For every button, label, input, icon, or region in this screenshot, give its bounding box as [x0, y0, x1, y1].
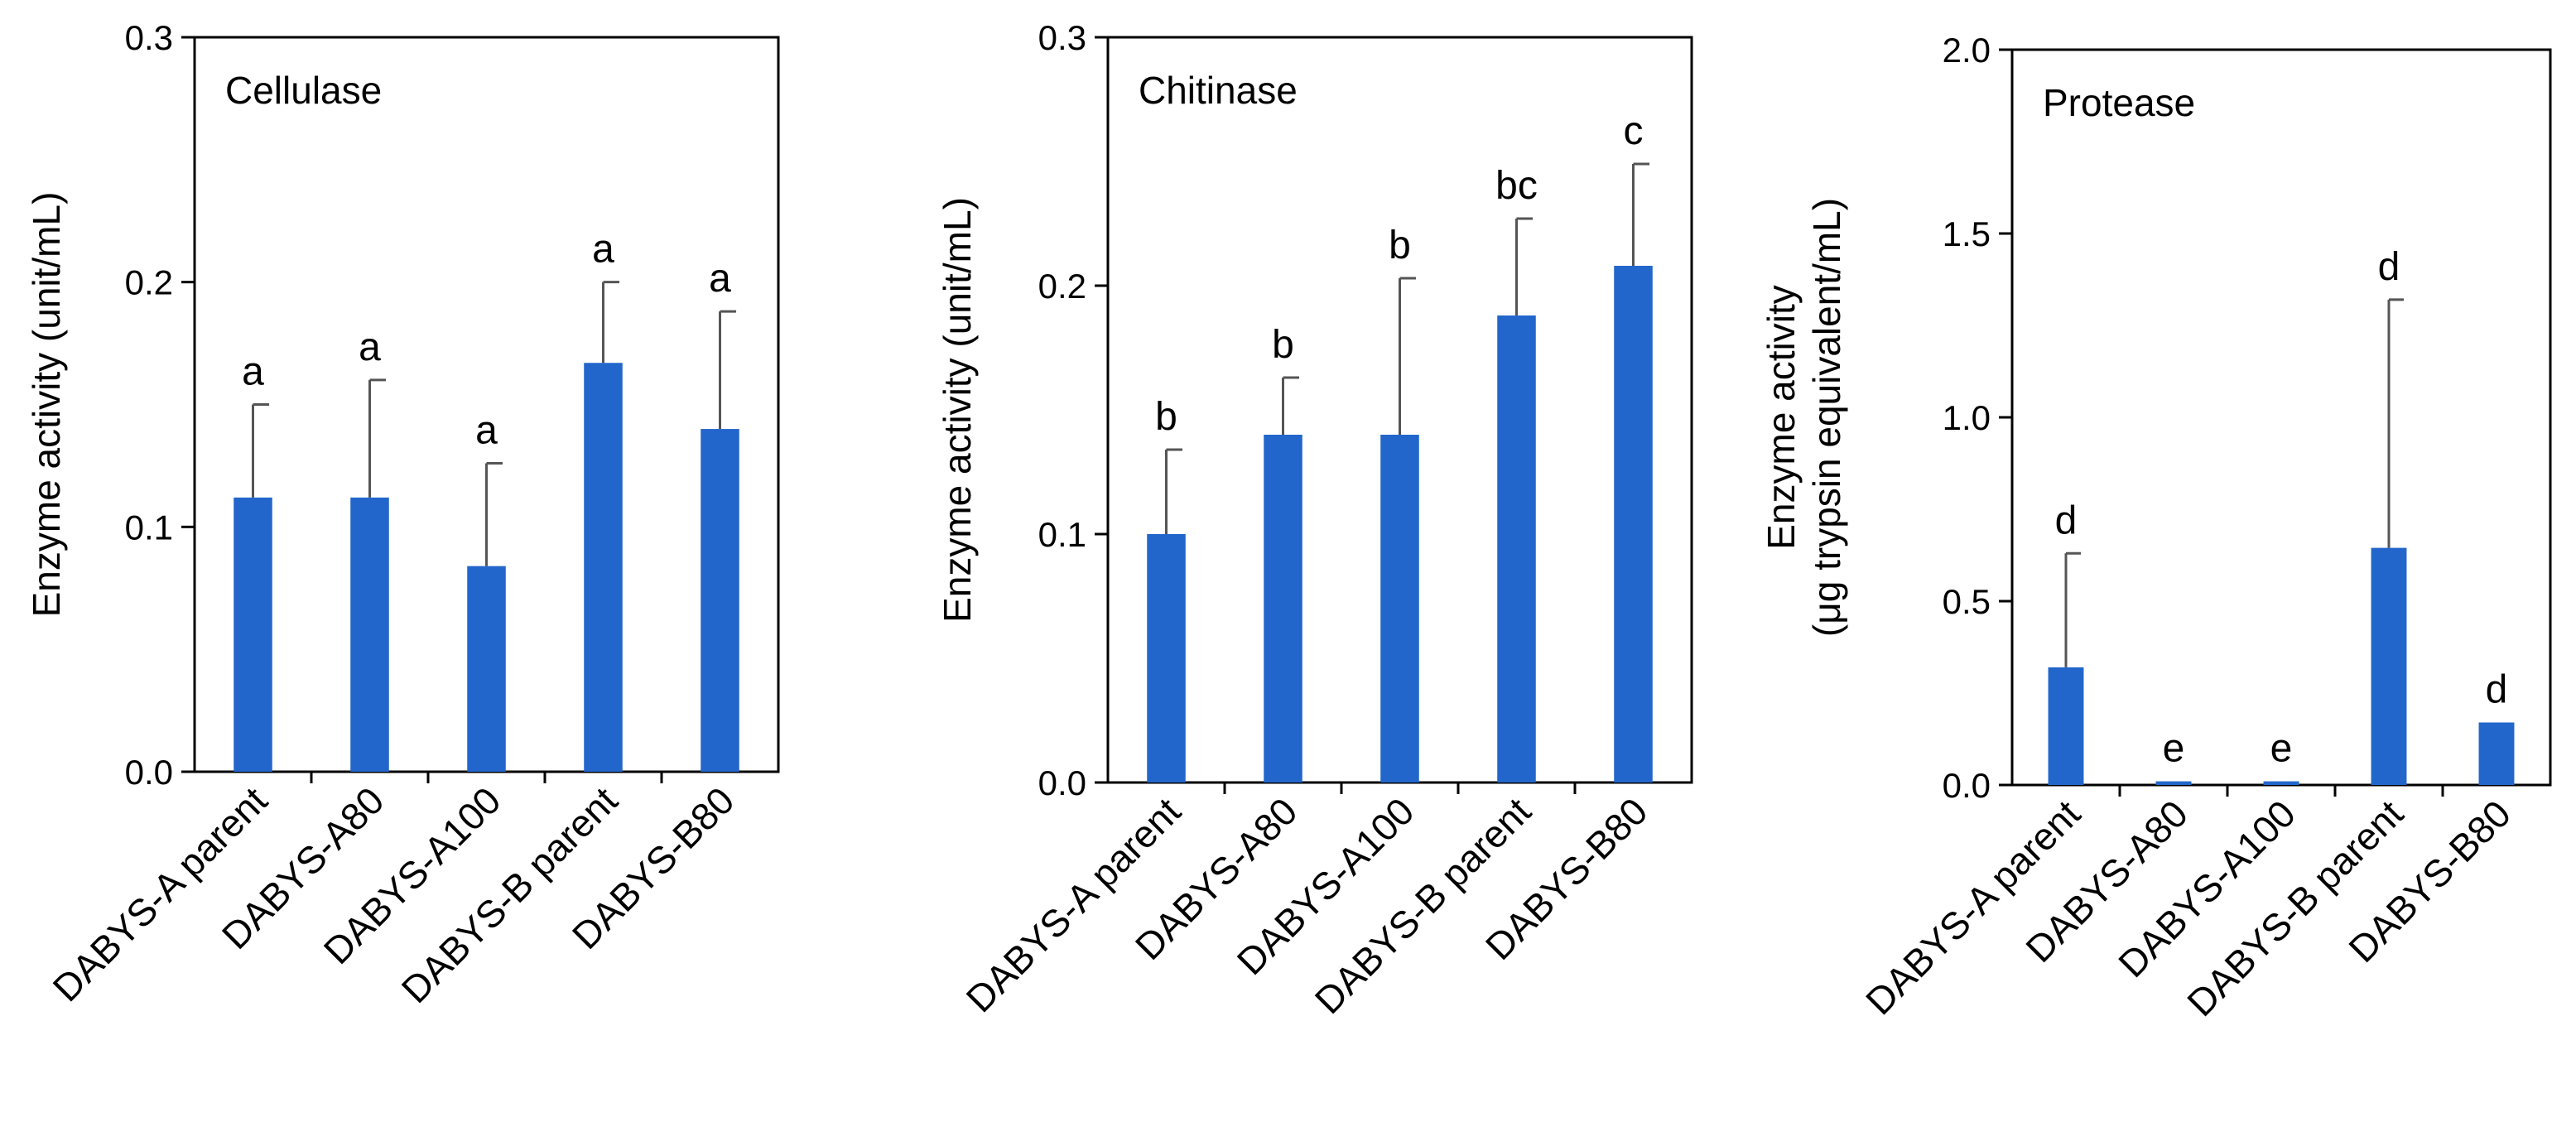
panel-title: Chitinase	[1139, 69, 1298, 112]
y-axis-label: Enzyme activity (unit/mL)	[25, 192, 68, 618]
y-tick-label: 0.1	[125, 508, 173, 547]
plot-frame	[2010, 48, 2552, 787]
y-tick-label: 0.0	[125, 753, 173, 792]
bar	[701, 429, 739, 772]
y-tick-label: 1.5	[1943, 214, 1991, 253]
significance-label: e	[2270, 727, 2293, 771]
significance-label: b	[1272, 323, 1294, 367]
significance-label: a	[359, 325, 381, 369]
significance-label: a	[242, 350, 264, 394]
x-tick-label: DABYS-B parent	[1307, 789, 1539, 1022]
y-tick-label: 1.0	[1943, 398, 1991, 437]
bar	[2371, 547, 2407, 785]
bar	[1147, 534, 1186, 783]
y-tick-label: 0.1	[1038, 515, 1086, 554]
significance-label: bc	[1495, 164, 1538, 208]
chart-panel-3: 0.0 0.5 1.0 1.5 2.0 Protease Enzyme activity (μ…	[1760, 31, 2552, 1024]
significance-label: d	[2055, 498, 2078, 542]
significance-label: b	[1389, 224, 1411, 267]
bar	[350, 497, 389, 772]
significance-label: d	[2486, 668, 2508, 712]
bar	[584, 363, 623, 772]
bar	[2263, 781, 2299, 785]
x-tick-label: DABYS-B parent	[393, 778, 626, 1011]
y-axis-label: (μg trypsin equivalent/mL)	[1805, 198, 1848, 637]
bar	[1264, 435, 1302, 783]
bar	[2478, 722, 2515, 785]
significance-label: e	[2163, 727, 2185, 771]
bar	[1497, 315, 1536, 783]
bar	[1614, 266, 1653, 783]
y-tick-label: 0.5	[1943, 582, 1991, 621]
y-tick-label: 0.0	[1038, 763, 1086, 802]
x-tick-label: DABYS-A parent	[45, 778, 276, 1009]
y-tick-label: 0.2	[125, 263, 173, 302]
y-tick-label: 0.3	[1038, 18, 1086, 57]
x-tick-label: DABYS-A parent	[958, 789, 1189, 1020]
chart-panel-1: 0.0 0.1 0.2 0.3 Cellulase Enzyme activity (un…	[25, 18, 780, 1011]
y-tick-label: 2.0	[1943, 31, 1991, 70]
bar	[1380, 435, 1419, 783]
significance-label: a	[592, 228, 614, 272]
bar	[2048, 667, 2084, 785]
y-tick-label: 0.0	[1943, 766, 1991, 805]
significance-label: c	[1624, 109, 1644, 153]
significance-label: d	[2378, 245, 2400, 289]
panel-title: Cellulase	[225, 69, 382, 112]
bar	[2155, 781, 2192, 785]
significance-label: a	[475, 408, 498, 452]
y-tick-label: 0.2	[1038, 267, 1086, 306]
y-axis-label: Enzyme activity (unit/mL)	[936, 197, 979, 623]
y-tick-label: 0.3	[125, 18, 173, 57]
panel-title: Protease	[2043, 81, 2195, 124]
bar	[234, 497, 272, 772]
significance-label: a	[709, 257, 731, 301]
bar	[467, 566, 506, 772]
chart-panel-2: 0.0 0.1 0.2 0.3 Chitinase Enzyme activity (un…	[936, 18, 1693, 1022]
y-axis-label: Enzyme activity	[1760, 285, 1803, 550]
significance-label: b	[1155, 395, 1177, 439]
